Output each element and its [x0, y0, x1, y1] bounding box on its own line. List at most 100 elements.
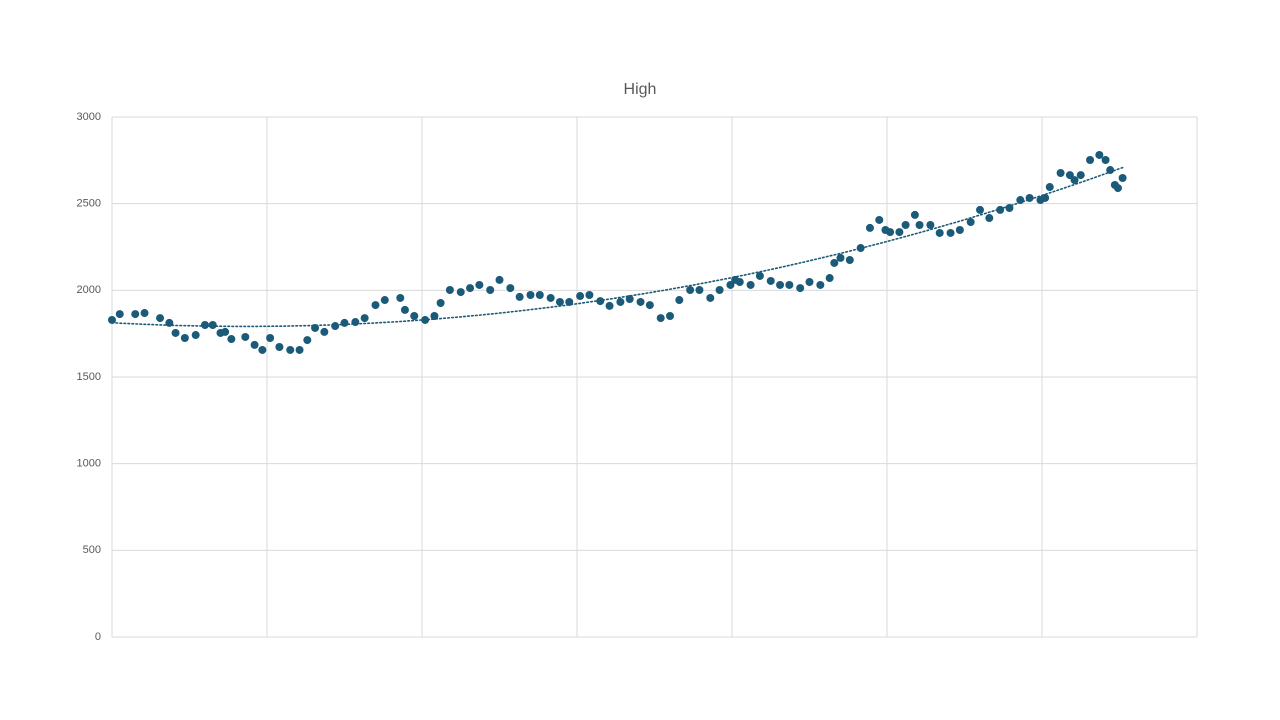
data-point	[656, 314, 665, 323]
data-point	[221, 327, 230, 336]
data-point	[436, 298, 445, 307]
data-point	[796, 284, 805, 293]
y-tick-label: 1500	[77, 371, 101, 383]
data-point	[755, 271, 764, 280]
data-point	[171, 328, 180, 337]
data-point	[1086, 155, 1095, 164]
data-point	[715, 285, 724, 294]
data-point	[816, 280, 825, 289]
y-tick-label: 3000	[77, 111, 101, 123]
data-point	[180, 334, 189, 342]
data-point	[303, 336, 312, 345]
data-point	[776, 280, 785, 289]
data-point	[605, 301, 614, 310]
data-point	[410, 311, 419, 320]
data-point	[825, 274, 834, 283]
data-point	[380, 296, 389, 305]
data-point	[686, 285, 695, 294]
data-point	[495, 275, 504, 284]
data-point	[1095, 150, 1104, 159]
data-point	[895, 228, 904, 237]
data-point	[746, 280, 755, 289]
data-point	[445, 285, 454, 294]
data-point	[286, 345, 295, 354]
data-point	[616, 297, 625, 306]
data-point	[515, 292, 524, 301]
data-point	[1056, 168, 1065, 177]
data-point	[475, 280, 484, 289]
data-point	[636, 297, 645, 306]
data-point	[546, 293, 555, 302]
data-point	[108, 315, 116, 324]
data-point	[486, 285, 495, 294]
data-point	[208, 321, 217, 329]
data-point	[1065, 171, 1074, 180]
data-point	[1045, 183, 1054, 192]
data-point	[966, 218, 975, 227]
data-point	[910, 210, 919, 219]
data-point	[331, 322, 340, 331]
data-point	[946, 228, 955, 237]
data-point	[506, 284, 515, 293]
y-tick-label: 500	[83, 544, 101, 556]
y-tick-label: 2000	[77, 284, 101, 296]
data-point	[585, 291, 594, 300]
data-point	[1070, 176, 1079, 185]
data-point	[666, 311, 674, 320]
data-point	[935, 228, 944, 237]
data-point	[1118, 174, 1127, 183]
data-point	[266, 334, 275, 342]
y-tick-label: 0	[95, 631, 101, 643]
data-point	[901, 220, 910, 229]
data-point	[456, 288, 465, 297]
data-point	[785, 280, 794, 289]
data-point	[191, 331, 200, 340]
data-point	[836, 253, 845, 262]
data-point	[830, 258, 839, 267]
data-point	[915, 220, 924, 229]
data-point	[371, 301, 380, 310]
data-point	[805, 278, 814, 287]
data-point	[926, 220, 935, 229]
data-point	[845, 256, 854, 264]
data-point	[140, 309, 149, 318]
data-point	[1113, 184, 1122, 193]
data-point	[726, 280, 735, 289]
data-point	[886, 228, 895, 237]
data-point	[115, 310, 124, 319]
data-point	[250, 340, 259, 349]
data-point	[865, 223, 874, 232]
data-point	[360, 314, 369, 323]
data-point	[735, 278, 744, 287]
data-point	[675, 296, 684, 305]
data-point	[955, 226, 964, 235]
data-point	[400, 305, 409, 314]
trendline	[111, 166, 1124, 328]
chart-title: High	[624, 81, 657, 98]
data-point	[576, 292, 585, 301]
data-point	[241, 332, 250, 341]
data-point	[131, 310, 140, 319]
data-point	[430, 311, 439, 320]
data-point	[258, 345, 267, 354]
data-point	[645, 301, 654, 310]
data-point	[706, 293, 715, 302]
data-point	[535, 291, 544, 300]
data-point	[985, 214, 994, 223]
data-point	[526, 291, 535, 300]
data-point	[466, 284, 475, 293]
data-point	[1076, 171, 1085, 180]
data-point	[396, 293, 405, 302]
data-point	[320, 327, 329, 336]
y-tick-label: 1000	[77, 458, 101, 470]
data-point	[201, 321, 209, 329]
y-tick-label: 2500	[77, 198, 101, 210]
data-point	[766, 276, 775, 285]
data-point	[275, 343, 284, 352]
data-point	[996, 205, 1005, 214]
data-point	[295, 345, 304, 354]
data-point	[340, 318, 349, 327]
data-point	[1106, 166, 1115, 175]
